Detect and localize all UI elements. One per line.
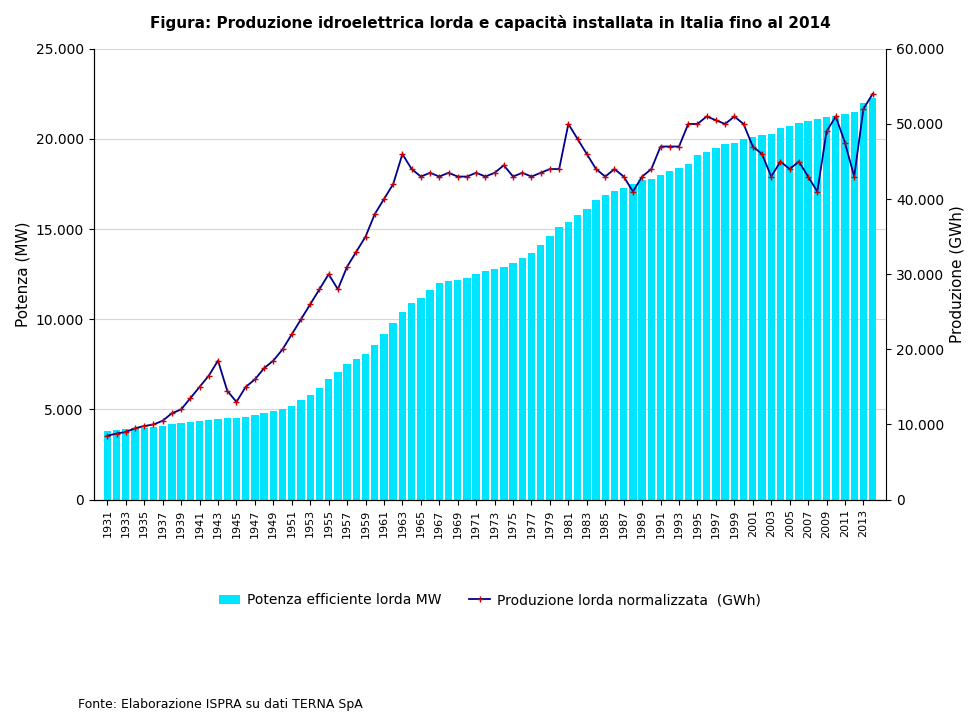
Bar <box>205 420 213 500</box>
Bar <box>186 422 194 500</box>
Bar <box>491 269 498 500</box>
Bar <box>307 395 314 500</box>
Bar <box>159 426 167 500</box>
Bar <box>777 129 784 500</box>
Bar <box>215 419 221 500</box>
Bar <box>500 267 508 500</box>
Bar <box>334 372 342 500</box>
Bar <box>731 143 738 500</box>
Y-axis label: Potenza (MW): Potenza (MW) <box>15 221 30 327</box>
Bar <box>694 155 701 500</box>
Bar <box>196 421 203 500</box>
Bar <box>859 103 867 500</box>
Bar <box>169 424 175 500</box>
Bar <box>786 126 794 500</box>
Y-axis label: Produzione (GWh): Produzione (GWh) <box>950 205 965 343</box>
Legend: Potenza efficiente lorda MW, Produzione lorda normalizzata  (GWh): Potenza efficiente lorda MW, Produzione … <box>214 588 766 613</box>
Bar <box>518 258 526 500</box>
Bar <box>851 112 858 500</box>
Bar <box>666 172 673 500</box>
Bar <box>869 98 876 500</box>
Bar <box>767 134 775 500</box>
Bar <box>638 180 646 500</box>
Bar <box>556 228 563 500</box>
Bar <box>528 253 535 500</box>
Bar <box>657 175 664 500</box>
Bar <box>472 274 480 500</box>
Bar <box>233 418 240 500</box>
Produzione lorda normalizzata  (GWh) <box>682 120 694 129</box>
Bar <box>371 345 378 500</box>
Produzione lorda normalizzata  (GWh) <box>111 429 122 438</box>
Bar <box>841 113 849 500</box>
Bar <box>353 359 360 500</box>
Bar <box>343 365 351 500</box>
Bar <box>251 415 259 500</box>
Bar <box>546 236 554 500</box>
Text: Fonte: Elaborazione ISPRA su dati TERNA SpA: Fonte: Elaborazione ISPRA su dati TERNA … <box>78 698 364 711</box>
Bar <box>270 411 277 500</box>
Bar <box>389 323 397 500</box>
Bar <box>712 148 719 500</box>
Bar <box>832 116 840 500</box>
Bar <box>261 413 268 500</box>
Bar <box>316 388 323 500</box>
Bar <box>113 430 121 500</box>
Bar <box>426 291 434 500</box>
Bar <box>749 137 757 500</box>
Bar <box>223 419 231 500</box>
Bar <box>408 303 416 500</box>
Bar <box>805 121 811 500</box>
Bar <box>574 215 581 500</box>
Bar <box>629 184 637 500</box>
Bar <box>703 151 710 500</box>
Bar <box>721 144 729 500</box>
Bar <box>537 246 545 500</box>
Produzione lorda normalizzata  (GWh) <box>479 172 491 181</box>
Bar <box>104 431 111 500</box>
Bar <box>675 168 683 500</box>
Bar <box>813 119 821 500</box>
Bar <box>279 409 286 500</box>
Bar <box>602 195 609 500</box>
Produzione lorda normalizzata  (GWh) <box>443 169 455 177</box>
Bar <box>177 423 185 500</box>
Bar <box>150 426 157 500</box>
Bar <box>795 123 803 500</box>
Bar <box>131 429 139 500</box>
Produzione lorda normalizzata  (GWh) <box>102 432 114 440</box>
Bar <box>288 406 295 500</box>
Title: Figura: Produzione idroelettrica lorda e capacità installata in Italia fino al 2: Figura: Produzione idroelettrica lorda e… <box>150 15 830 31</box>
Bar <box>122 429 129 500</box>
Bar <box>759 136 765 500</box>
Bar <box>685 164 692 500</box>
Bar <box>464 278 470 500</box>
Bar <box>740 139 747 500</box>
Bar <box>620 187 627 500</box>
Bar <box>510 264 516 500</box>
Bar <box>325 379 332 500</box>
Bar <box>648 179 655 500</box>
Bar <box>564 222 572 500</box>
Bar <box>362 353 369 500</box>
Bar <box>482 271 489 500</box>
Produzione lorda normalizzata  (GWh) <box>866 90 878 98</box>
Line: Produzione lorda normalizzata  (GWh): Produzione lorda normalizzata (GWh) <box>105 91 875 439</box>
Bar <box>380 334 388 500</box>
Produzione lorda normalizzata  (GWh) <box>148 420 160 429</box>
Bar <box>242 416 249 500</box>
Bar <box>399 312 406 500</box>
Bar <box>583 210 591 500</box>
Bar <box>417 298 424 500</box>
Bar <box>445 281 452 500</box>
Bar <box>140 427 148 500</box>
Bar <box>435 283 443 500</box>
Produzione lorda normalizzata  (GWh) <box>719 120 731 129</box>
Bar <box>823 117 830 500</box>
Bar <box>592 200 600 500</box>
Bar <box>611 191 618 500</box>
Bar <box>454 279 462 500</box>
Bar <box>297 401 305 500</box>
